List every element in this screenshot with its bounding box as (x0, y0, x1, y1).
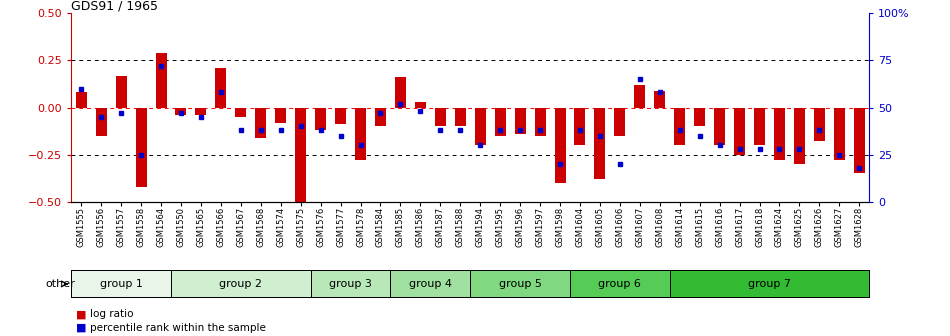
Bar (595, 108, 605, 179)
Bar (754, 108, 765, 145)
Bar (475, 108, 485, 145)
Bar (390, 270, 470, 297)
Bar (655, 91, 665, 108)
Bar (670, 270, 869, 297)
Bar (311, 270, 390, 297)
Bar (814, 108, 825, 141)
Bar (136, 108, 146, 186)
Text: percentile rank within the sample: percentile rank within the sample (90, 323, 266, 333)
Bar (570, 270, 670, 297)
Bar (470, 270, 570, 297)
Bar (714, 108, 725, 145)
Bar (116, 76, 126, 108)
Bar (854, 108, 865, 173)
Text: log ratio: log ratio (90, 309, 134, 319)
Bar (415, 102, 426, 108)
Bar (375, 108, 386, 126)
Bar (196, 108, 206, 115)
Bar (535, 108, 545, 136)
Bar (575, 108, 585, 145)
Bar (295, 108, 306, 205)
Bar (674, 108, 685, 145)
Bar (355, 108, 366, 160)
Bar (794, 108, 805, 164)
Text: group 6: group 6 (598, 279, 641, 289)
Bar (216, 68, 226, 108)
Text: ■: ■ (76, 323, 86, 333)
Bar (156, 53, 166, 108)
Bar (515, 108, 525, 134)
Bar (171, 270, 311, 297)
Text: ■: ■ (76, 309, 86, 319)
Text: group 7: group 7 (748, 279, 791, 289)
Bar (694, 108, 705, 126)
Bar (256, 108, 266, 138)
Bar (96, 108, 106, 136)
Bar (176, 108, 186, 115)
Text: GDS91 / 1965: GDS91 / 1965 (71, 0, 159, 12)
Bar (555, 108, 565, 183)
Text: group 4: group 4 (408, 279, 452, 289)
Text: group 1: group 1 (100, 279, 142, 289)
Bar (395, 77, 406, 108)
Bar (76, 92, 86, 108)
Text: group 2: group 2 (219, 279, 262, 289)
Bar (276, 108, 286, 123)
Bar (495, 108, 505, 136)
Bar (315, 108, 326, 130)
Text: group 3: group 3 (329, 279, 372, 289)
Bar (774, 108, 785, 160)
Bar (455, 108, 465, 126)
Bar (435, 108, 446, 126)
Bar (734, 108, 745, 155)
Bar (71, 270, 171, 297)
Bar (335, 108, 346, 124)
Bar (834, 108, 845, 160)
Bar (236, 108, 246, 117)
Text: group 5: group 5 (499, 279, 541, 289)
Bar (615, 108, 625, 136)
Bar (635, 85, 645, 108)
Text: other: other (46, 279, 75, 289)
